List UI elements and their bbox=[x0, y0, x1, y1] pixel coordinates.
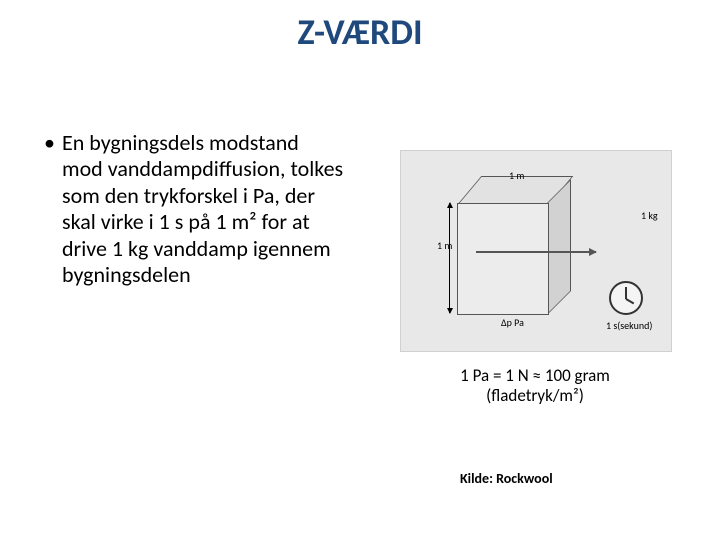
right-panel: 1 m 1 m Δp Pa 1 kg 1 s(sekund) 1 Pa = 1 … bbox=[400, 150, 690, 407]
formula-line1: 1 Pa = 1 N ≈ 100 gram bbox=[460, 365, 610, 386]
main-bullet: • En bygningsdels modstand mod vanddampd… bbox=[44, 130, 344, 288]
source-citation: Kilde: Rockwool bbox=[460, 470, 553, 487]
dimension-vertical bbox=[449, 203, 450, 313]
label-1kg: 1 kg bbox=[641, 209, 658, 222]
formula-line2: (fladetryk/m²) bbox=[486, 385, 584, 406]
formula-text: 1 Pa = 1 N ≈ 100 gram (fladetryk/m²) bbox=[400, 366, 670, 407]
label-delta-p: Δp Pa bbox=[501, 316, 524, 329]
flow-arrow-icon bbox=[476, 251, 596, 253]
bullet-dot: • bbox=[44, 130, 62, 288]
label-1m-top: 1 m bbox=[509, 169, 524, 182]
page-title: Z-VÆRDI bbox=[0, 10, 720, 54]
label-1m-left: 1 m bbox=[437, 239, 452, 252]
slab-side-face bbox=[547, 179, 571, 315]
slab-diagram: 1 m 1 m Δp Pa 1 kg 1 s(sekund) bbox=[400, 150, 672, 352]
clock-hand-hour bbox=[626, 298, 635, 304]
slab-front-face bbox=[457, 203, 549, 315]
bullet-text: En bygningsdels modstand mod vanddampdif… bbox=[62, 130, 344, 288]
label-1s: 1 s(sekund) bbox=[606, 319, 652, 332]
clock-icon bbox=[609, 281, 643, 315]
